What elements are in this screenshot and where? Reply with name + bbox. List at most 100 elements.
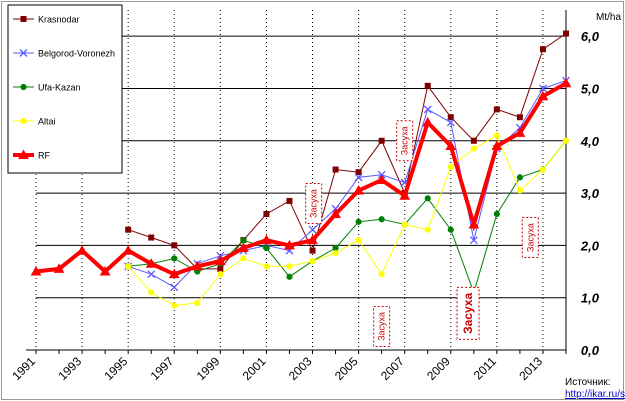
data-point [284,239,295,250]
x-tick-label: 1997 [148,354,177,383]
data-point [171,302,178,309]
y-tick-label: 6,0 [581,29,600,44]
data-point [401,221,408,228]
annotation-box [373,305,391,347]
legend-label: RF [38,151,50,161]
data-point [148,234,155,241]
x-tick-label: 2011 [471,354,499,382]
annotation-box [396,120,414,162]
data-point [122,245,134,255]
legend-label: Krasnodar [38,15,80,25]
data-point [354,173,363,182]
data-point [493,132,500,139]
x-tick-label: 1991 [9,354,38,383]
data-point [355,169,362,176]
x-tick-label: 1999 [194,354,223,383]
data-point [217,271,224,278]
data-point [424,226,431,233]
data-point [286,197,293,204]
data-point [148,289,155,296]
data-point [332,166,339,173]
data-point [378,271,385,278]
data-point [20,117,27,125]
data-point [263,263,270,270]
data-point [491,140,503,150]
annotation-label: Засуха [309,189,319,218]
x-tick-label: 2001 [240,354,269,383]
data-point [76,245,88,255]
data-point [447,163,454,171]
data-point [514,127,526,137]
data-point [469,236,478,245]
annotation-label: Засуха [461,293,475,334]
data-point [261,234,272,245]
source-link[interactable]: http://ikar.ru/sugar [565,389,625,400]
data-point [470,145,477,152]
data-point [470,137,477,144]
data-point [20,83,27,91]
data-point [330,208,341,218]
data-point [332,244,339,252]
x-tick-label: 2009 [424,354,453,383]
data-point [538,84,547,93]
data-point [145,258,157,268]
annotation-label: Засуха [525,223,535,252]
data-point [447,226,454,233]
data-point [399,190,411,200]
data-point [539,166,547,173]
data-point [516,187,524,194]
legend: Krasnodar Belgorod-Voronezh Ufa-Kazan Altai… [7,4,123,174]
data-point [424,195,431,202]
data-point [516,114,523,121]
x-tick-label: 2013 [516,354,545,383]
data-point [468,218,480,229]
annotation-label: Засуха [377,312,387,341]
data-point [378,137,385,144]
data-point [332,250,339,257]
annotation-box [456,286,480,340]
data-point [147,270,156,279]
data-point [191,260,203,271]
x-tick-label: 2005 [332,354,361,383]
annotation-box [521,217,539,259]
data-point [422,116,434,127]
data-point [307,234,318,245]
data-point [355,237,362,244]
legend-item: Belgorod-Voronezh [13,49,115,59]
annotation-label: Засуха [400,126,410,155]
data-point [263,244,270,252]
data-point [446,118,455,127]
data-point [214,255,226,266]
data-point [263,211,270,217]
y-tick-label: 3,0 [581,186,600,201]
data-point [309,257,316,265]
data-point [19,49,28,57]
data-point [424,82,431,89]
y-axis-unit-label: Mt/ha [596,12,621,23]
data-point [286,273,293,280]
x-tick-label: 1995 [102,354,131,383]
data-point [240,255,247,262]
y-tick-label: 2,0 [580,238,600,253]
data-point [168,268,180,279]
legend-label: Belgorod-Voronezh [38,49,115,59]
series-altai [125,132,570,309]
data-point [355,218,362,225]
data-point [240,237,247,244]
data-point [20,16,27,22]
data-point [539,46,546,53]
data-point [238,242,249,252]
legend-label: Ufa-Kazan [38,83,81,93]
data-point [125,263,132,270]
y-tick-label: 1,0 [581,291,600,306]
data-point [170,283,179,292]
data-point [53,263,65,273]
legend-box [7,4,123,174]
legend-item: Altai [13,117,56,127]
data-point [18,149,29,159]
y-tick-label: 0,0 [581,343,600,358]
data-point [445,140,457,150]
data-point [560,77,572,88]
data-point [171,255,178,262]
